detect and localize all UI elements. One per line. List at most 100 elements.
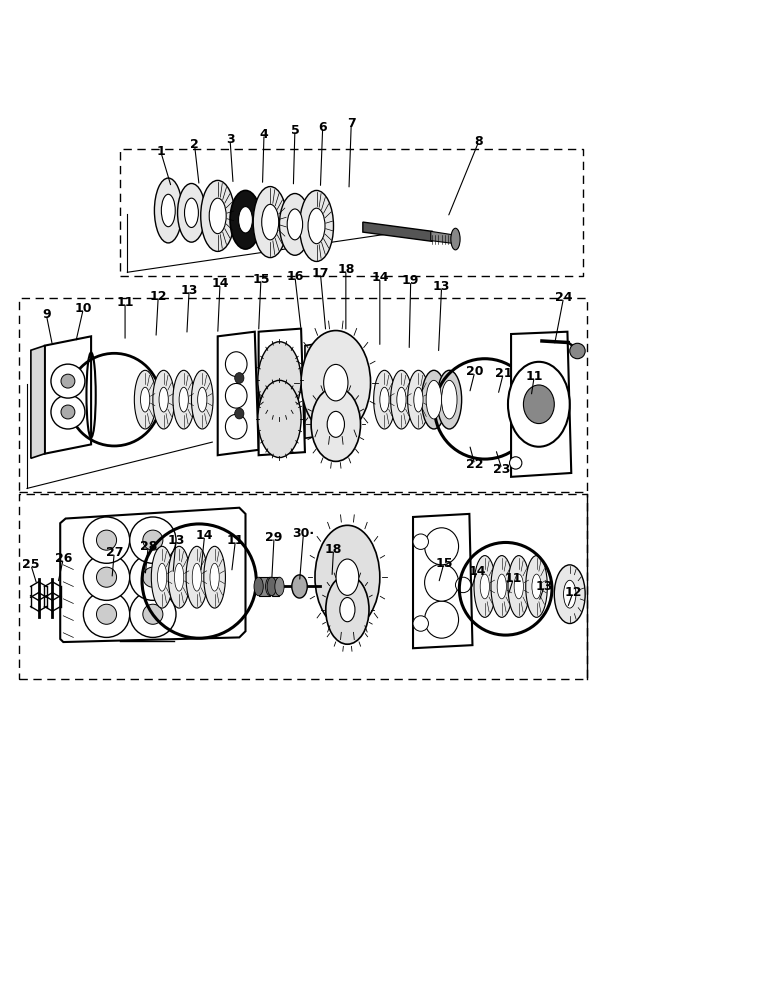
Ellipse shape — [414, 387, 423, 412]
Ellipse shape — [564, 580, 576, 608]
Ellipse shape — [455, 577, 471, 593]
Ellipse shape — [130, 554, 176, 600]
Text: 4: 4 — [259, 128, 269, 141]
Ellipse shape — [143, 567, 163, 587]
Polygon shape — [305, 343, 326, 438]
Text: 15: 15 — [252, 273, 269, 286]
Ellipse shape — [514, 574, 523, 599]
Ellipse shape — [204, 546, 225, 608]
Ellipse shape — [266, 577, 275, 596]
Text: 19: 19 — [402, 274, 419, 287]
Polygon shape — [413, 514, 472, 648]
Ellipse shape — [51, 364, 85, 398]
Ellipse shape — [301, 331, 371, 435]
Ellipse shape — [408, 370, 429, 429]
Ellipse shape — [143, 604, 163, 624]
Ellipse shape — [173, 370, 195, 429]
Ellipse shape — [497, 574, 506, 599]
Text: 25: 25 — [22, 558, 39, 571]
Ellipse shape — [230, 190, 261, 249]
Text: 24: 24 — [555, 291, 572, 304]
Text: 15: 15 — [435, 557, 452, 570]
Polygon shape — [363, 222, 432, 241]
Ellipse shape — [151, 546, 173, 608]
Ellipse shape — [262, 204, 279, 240]
Ellipse shape — [225, 383, 247, 408]
Ellipse shape — [258, 380, 301, 458]
Ellipse shape — [159, 387, 168, 412]
Polygon shape — [511, 332, 571, 477]
Text: 28: 28 — [140, 540, 157, 553]
Text: 13: 13 — [168, 534, 185, 547]
Ellipse shape — [198, 387, 207, 412]
Bar — [272, 577, 279, 596]
Text: 8: 8 — [474, 135, 483, 148]
Ellipse shape — [154, 178, 182, 243]
Ellipse shape — [323, 364, 348, 401]
Ellipse shape — [235, 408, 244, 419]
Polygon shape — [218, 332, 259, 455]
Text: 27: 27 — [106, 546, 123, 559]
Ellipse shape — [96, 530, 117, 550]
Ellipse shape — [201, 180, 235, 251]
Ellipse shape — [210, 563, 219, 591]
Ellipse shape — [397, 387, 406, 412]
Text: 12: 12 — [150, 290, 167, 303]
Ellipse shape — [258, 342, 301, 419]
Ellipse shape — [311, 387, 361, 461]
Ellipse shape — [61, 405, 75, 419]
Ellipse shape — [185, 198, 198, 227]
Ellipse shape — [508, 556, 530, 617]
Text: 13: 13 — [433, 280, 450, 293]
Text: 14: 14 — [212, 277, 229, 290]
Ellipse shape — [422, 370, 446, 429]
Ellipse shape — [130, 517, 176, 563]
Ellipse shape — [380, 387, 389, 412]
Polygon shape — [45, 336, 91, 454]
Text: 5: 5 — [290, 124, 300, 137]
Ellipse shape — [526, 556, 547, 617]
Ellipse shape — [413, 534, 428, 549]
Ellipse shape — [287, 209, 303, 240]
Text: 21: 21 — [495, 367, 512, 380]
Ellipse shape — [225, 352, 247, 376]
Ellipse shape — [168, 546, 190, 608]
Ellipse shape — [161, 194, 175, 227]
Text: 11: 11 — [117, 296, 134, 309]
Ellipse shape — [554, 565, 585, 624]
Ellipse shape — [157, 563, 167, 591]
Ellipse shape — [327, 411, 344, 437]
Ellipse shape — [426, 380, 442, 419]
Ellipse shape — [239, 207, 252, 233]
Text: 14: 14 — [469, 565, 486, 578]
Text: 23: 23 — [493, 463, 510, 476]
Ellipse shape — [267, 577, 276, 596]
Text: 2: 2 — [190, 138, 199, 151]
Text: 26: 26 — [55, 552, 72, 565]
Text: 3: 3 — [225, 133, 235, 146]
Ellipse shape — [308, 208, 325, 244]
Polygon shape — [60, 508, 245, 642]
Ellipse shape — [235, 373, 244, 383]
Ellipse shape — [425, 528, 459, 565]
Ellipse shape — [253, 187, 287, 258]
Ellipse shape — [96, 604, 117, 624]
Ellipse shape — [340, 598, 355, 622]
Ellipse shape — [275, 577, 284, 596]
Text: 14: 14 — [196, 529, 213, 542]
Text: 17: 17 — [312, 267, 329, 280]
Text: 13: 13 — [536, 580, 553, 593]
Text: 12: 12 — [564, 586, 581, 599]
Ellipse shape — [141, 387, 150, 412]
Ellipse shape — [437, 370, 462, 429]
Ellipse shape — [480, 574, 489, 599]
Text: 14: 14 — [371, 271, 388, 284]
Ellipse shape — [413, 616, 428, 631]
Bar — [259, 577, 270, 596]
Ellipse shape — [508, 362, 570, 447]
Ellipse shape — [179, 387, 188, 412]
Ellipse shape — [61, 374, 75, 388]
Ellipse shape — [425, 564, 459, 601]
Ellipse shape — [153, 370, 174, 429]
Ellipse shape — [225, 414, 247, 439]
